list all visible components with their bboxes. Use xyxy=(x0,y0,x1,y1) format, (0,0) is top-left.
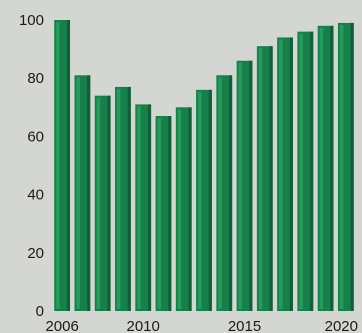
bar-highlight xyxy=(299,33,303,309)
x-tick-label: 2020 xyxy=(325,318,358,333)
x-tick-label: 2006 xyxy=(45,318,78,333)
bar-shadow xyxy=(168,116,172,311)
bar-highlight xyxy=(218,77,222,309)
y-tick-label: 20 xyxy=(27,245,44,262)
bar-shadow xyxy=(107,95,111,311)
bar-highlight xyxy=(137,106,141,309)
bar xyxy=(155,116,172,311)
bar-highlight xyxy=(238,62,243,309)
bar xyxy=(74,75,91,311)
bar xyxy=(54,20,71,311)
bar-shadow xyxy=(66,20,71,311)
bar-shadow xyxy=(87,75,91,311)
bar xyxy=(256,46,273,311)
bar-highlight xyxy=(279,39,283,310)
bar xyxy=(94,95,111,311)
bar-shadow xyxy=(310,31,314,311)
y-tick-label: 60 xyxy=(27,128,44,145)
bar-shadow xyxy=(147,104,152,311)
bar-shadow xyxy=(188,107,192,311)
bar xyxy=(236,60,253,311)
bar xyxy=(196,89,212,311)
bar xyxy=(216,75,233,311)
bars xyxy=(54,20,354,312)
bar-shadow xyxy=(249,60,253,311)
bar-highlight xyxy=(177,109,182,309)
bar xyxy=(277,37,293,312)
bar xyxy=(175,107,192,311)
bar-highlight xyxy=(76,77,80,309)
bar-shadow xyxy=(208,89,212,311)
bar-highlight xyxy=(116,88,121,310)
bar-highlight xyxy=(319,27,324,309)
bar-highlight xyxy=(157,118,161,309)
bar xyxy=(115,86,131,312)
bar xyxy=(337,22,354,311)
bar-highlight xyxy=(258,48,263,309)
x-tick-label: 2015 xyxy=(228,318,261,333)
bar-shadow xyxy=(269,46,273,311)
bar xyxy=(297,31,314,311)
bar xyxy=(135,104,152,311)
bar xyxy=(317,25,334,311)
bar-shadow xyxy=(289,37,293,312)
y-tick-label: 0 xyxy=(36,303,44,320)
y-tick-label: 40 xyxy=(27,187,44,204)
x-axis: 2006 2010 2015 2020 xyxy=(45,318,358,333)
bar-shadow xyxy=(229,75,233,311)
bar-shadow xyxy=(330,25,334,311)
x-tick-label: 2010 xyxy=(127,318,160,333)
bar-highlight xyxy=(56,22,60,309)
bar-shadow xyxy=(350,22,354,311)
bar-highlight xyxy=(339,24,344,309)
bar-shadow xyxy=(127,86,131,312)
bar-highlight xyxy=(197,91,202,309)
bar-highlight xyxy=(96,97,101,309)
y-tick-label: 100 xyxy=(19,12,44,29)
y-tick-label: 80 xyxy=(27,70,44,87)
y-axis: 0 20 40 60 80 100 xyxy=(19,12,44,320)
